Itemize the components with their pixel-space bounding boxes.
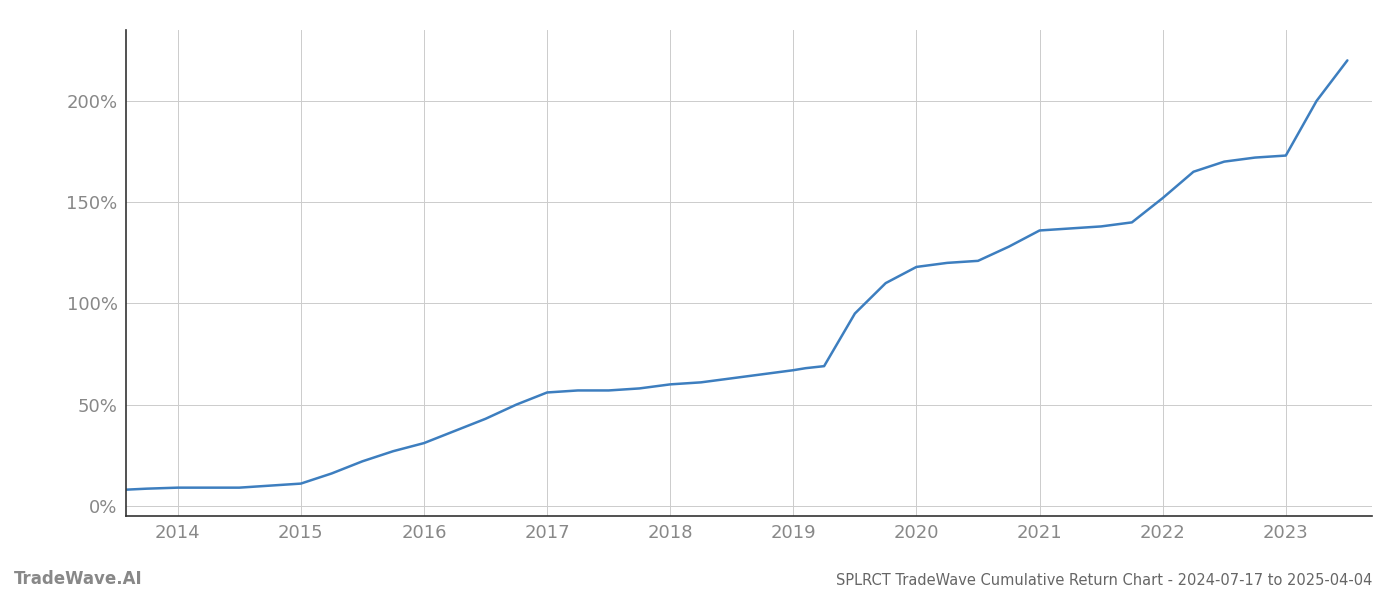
Text: TradeWave.AI: TradeWave.AI [14, 570, 143, 588]
Text: SPLRCT TradeWave Cumulative Return Chart - 2024-07-17 to 2025-04-04: SPLRCT TradeWave Cumulative Return Chart… [836, 573, 1372, 588]
